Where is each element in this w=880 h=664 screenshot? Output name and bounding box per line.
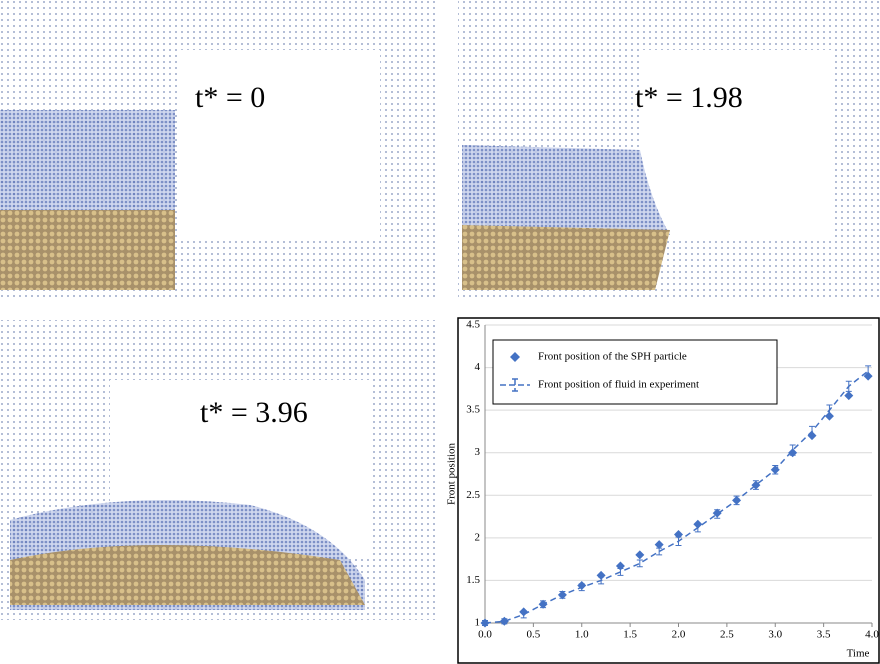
y-tick-label: 2 xyxy=(475,531,481,543)
sediment xyxy=(10,545,365,605)
chart: 1 1.5 2 2.5 3 3.5 4 4.5 0.0 0.5 1.0 1.5 2.0 2.5 3.0 3.5… xyxy=(466,319,879,641)
error-bar xyxy=(656,547,663,556)
y-tick-label: 3 xyxy=(475,446,481,458)
x-tick-label: 3.0 xyxy=(768,629,782,641)
x-tick-label: 0.0 xyxy=(478,629,492,641)
x-tick-label: 2.0 xyxy=(672,629,686,641)
legend xyxy=(492,339,778,405)
error-bar xyxy=(694,522,701,533)
error-bar xyxy=(752,480,759,490)
y-tick-label: 4.5 xyxy=(466,319,480,331)
x-tick-label: 1.5 xyxy=(623,629,637,641)
y-tick-label: 2.5 xyxy=(466,489,480,501)
y-tick-label: 3.5 xyxy=(466,404,480,416)
error-bar xyxy=(809,425,816,438)
sediment xyxy=(462,225,670,290)
marker xyxy=(844,391,854,401)
sim-panel: t* = 0 xyxy=(0,0,435,300)
time-label: t* = 1.98 xyxy=(635,81,743,114)
legend-label: Front position of fluid in experiment xyxy=(538,379,699,391)
window xyxy=(180,50,380,240)
marker xyxy=(824,411,834,421)
marker xyxy=(596,570,606,580)
sim-panel: t* = 1.98 xyxy=(458,0,880,300)
error-bar xyxy=(578,583,585,592)
error-bar xyxy=(733,495,740,506)
y-tick-label: 1.5 xyxy=(466,574,480,586)
water-column xyxy=(462,145,670,240)
error-bar xyxy=(540,600,547,609)
sim-panel: t* = 3.96 xyxy=(0,320,435,620)
error-bar xyxy=(636,559,643,568)
error-bar xyxy=(482,619,488,627)
x-tick-label: 2.5 xyxy=(720,629,734,641)
y-axis-title: Front position xyxy=(446,442,458,505)
legend-symbol xyxy=(510,352,520,362)
y-tick-label: 1 xyxy=(475,617,481,629)
error-bar xyxy=(714,509,721,519)
error-bar xyxy=(772,464,779,475)
error-bar xyxy=(617,568,624,576)
error-bar xyxy=(559,590,566,599)
error-bar xyxy=(789,444,796,456)
error-bar xyxy=(845,380,852,392)
x-tick-label: 0.5 xyxy=(527,629,541,641)
marker xyxy=(635,550,645,560)
error-bar xyxy=(675,536,682,547)
error-bar xyxy=(826,404,833,416)
error-bar xyxy=(501,618,508,625)
x-tick-label: 1.0 xyxy=(575,629,589,641)
window xyxy=(640,50,835,240)
error-bar xyxy=(865,365,872,377)
x-tick-label: 4.0 xyxy=(865,629,879,641)
x-tick-label: 3.5 xyxy=(817,629,831,641)
error-bar xyxy=(520,610,527,619)
water-column xyxy=(0,110,175,220)
legend-symbol xyxy=(500,378,530,392)
marker xyxy=(654,540,664,550)
sediment xyxy=(0,210,175,290)
error-bar xyxy=(598,576,605,585)
x-axis-title: Time xyxy=(847,648,870,660)
time-label: t* = 0 xyxy=(195,81,265,114)
time-label: t* = 3.96 xyxy=(200,396,308,429)
y-tick-label: 4 xyxy=(475,361,481,373)
legend-label: Front position of the SPH particle xyxy=(538,351,687,363)
